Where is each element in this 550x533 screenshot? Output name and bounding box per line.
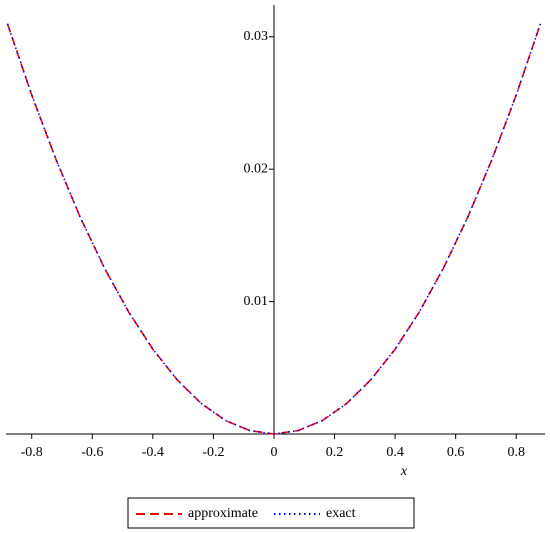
x-tick-label: 0.6 <box>447 445 465 460</box>
x-tick-label: 0.4 <box>386 445 404 460</box>
x-tick-label: -0.8 <box>21 445 43 460</box>
legend-box <box>127 497 415 529</box>
legend: approximate exact <box>127 497 415 529</box>
x-tick-label: 0.2 <box>326 445 344 460</box>
legend-label: approximate <box>188 506 258 521</box>
x-tick-label: 0.8 <box>507 445 525 460</box>
x-axis-label: x <box>400 464 408 479</box>
series-line <box>6 23 542 435</box>
x-tick-label: -0.4 <box>142 445 164 460</box>
y-tick-label: 0.03 <box>243 29 268 44</box>
y-tick-label: 0.01 <box>243 294 268 309</box>
x-tick-label: -0.6 <box>81 445 103 460</box>
x-tick-label: 0 <box>270 445 277 460</box>
y-tick-label: 0.02 <box>243 161 268 176</box>
x-tick-label: -0.2 <box>202 445 224 460</box>
legend-label: exact <box>326 506 356 521</box>
